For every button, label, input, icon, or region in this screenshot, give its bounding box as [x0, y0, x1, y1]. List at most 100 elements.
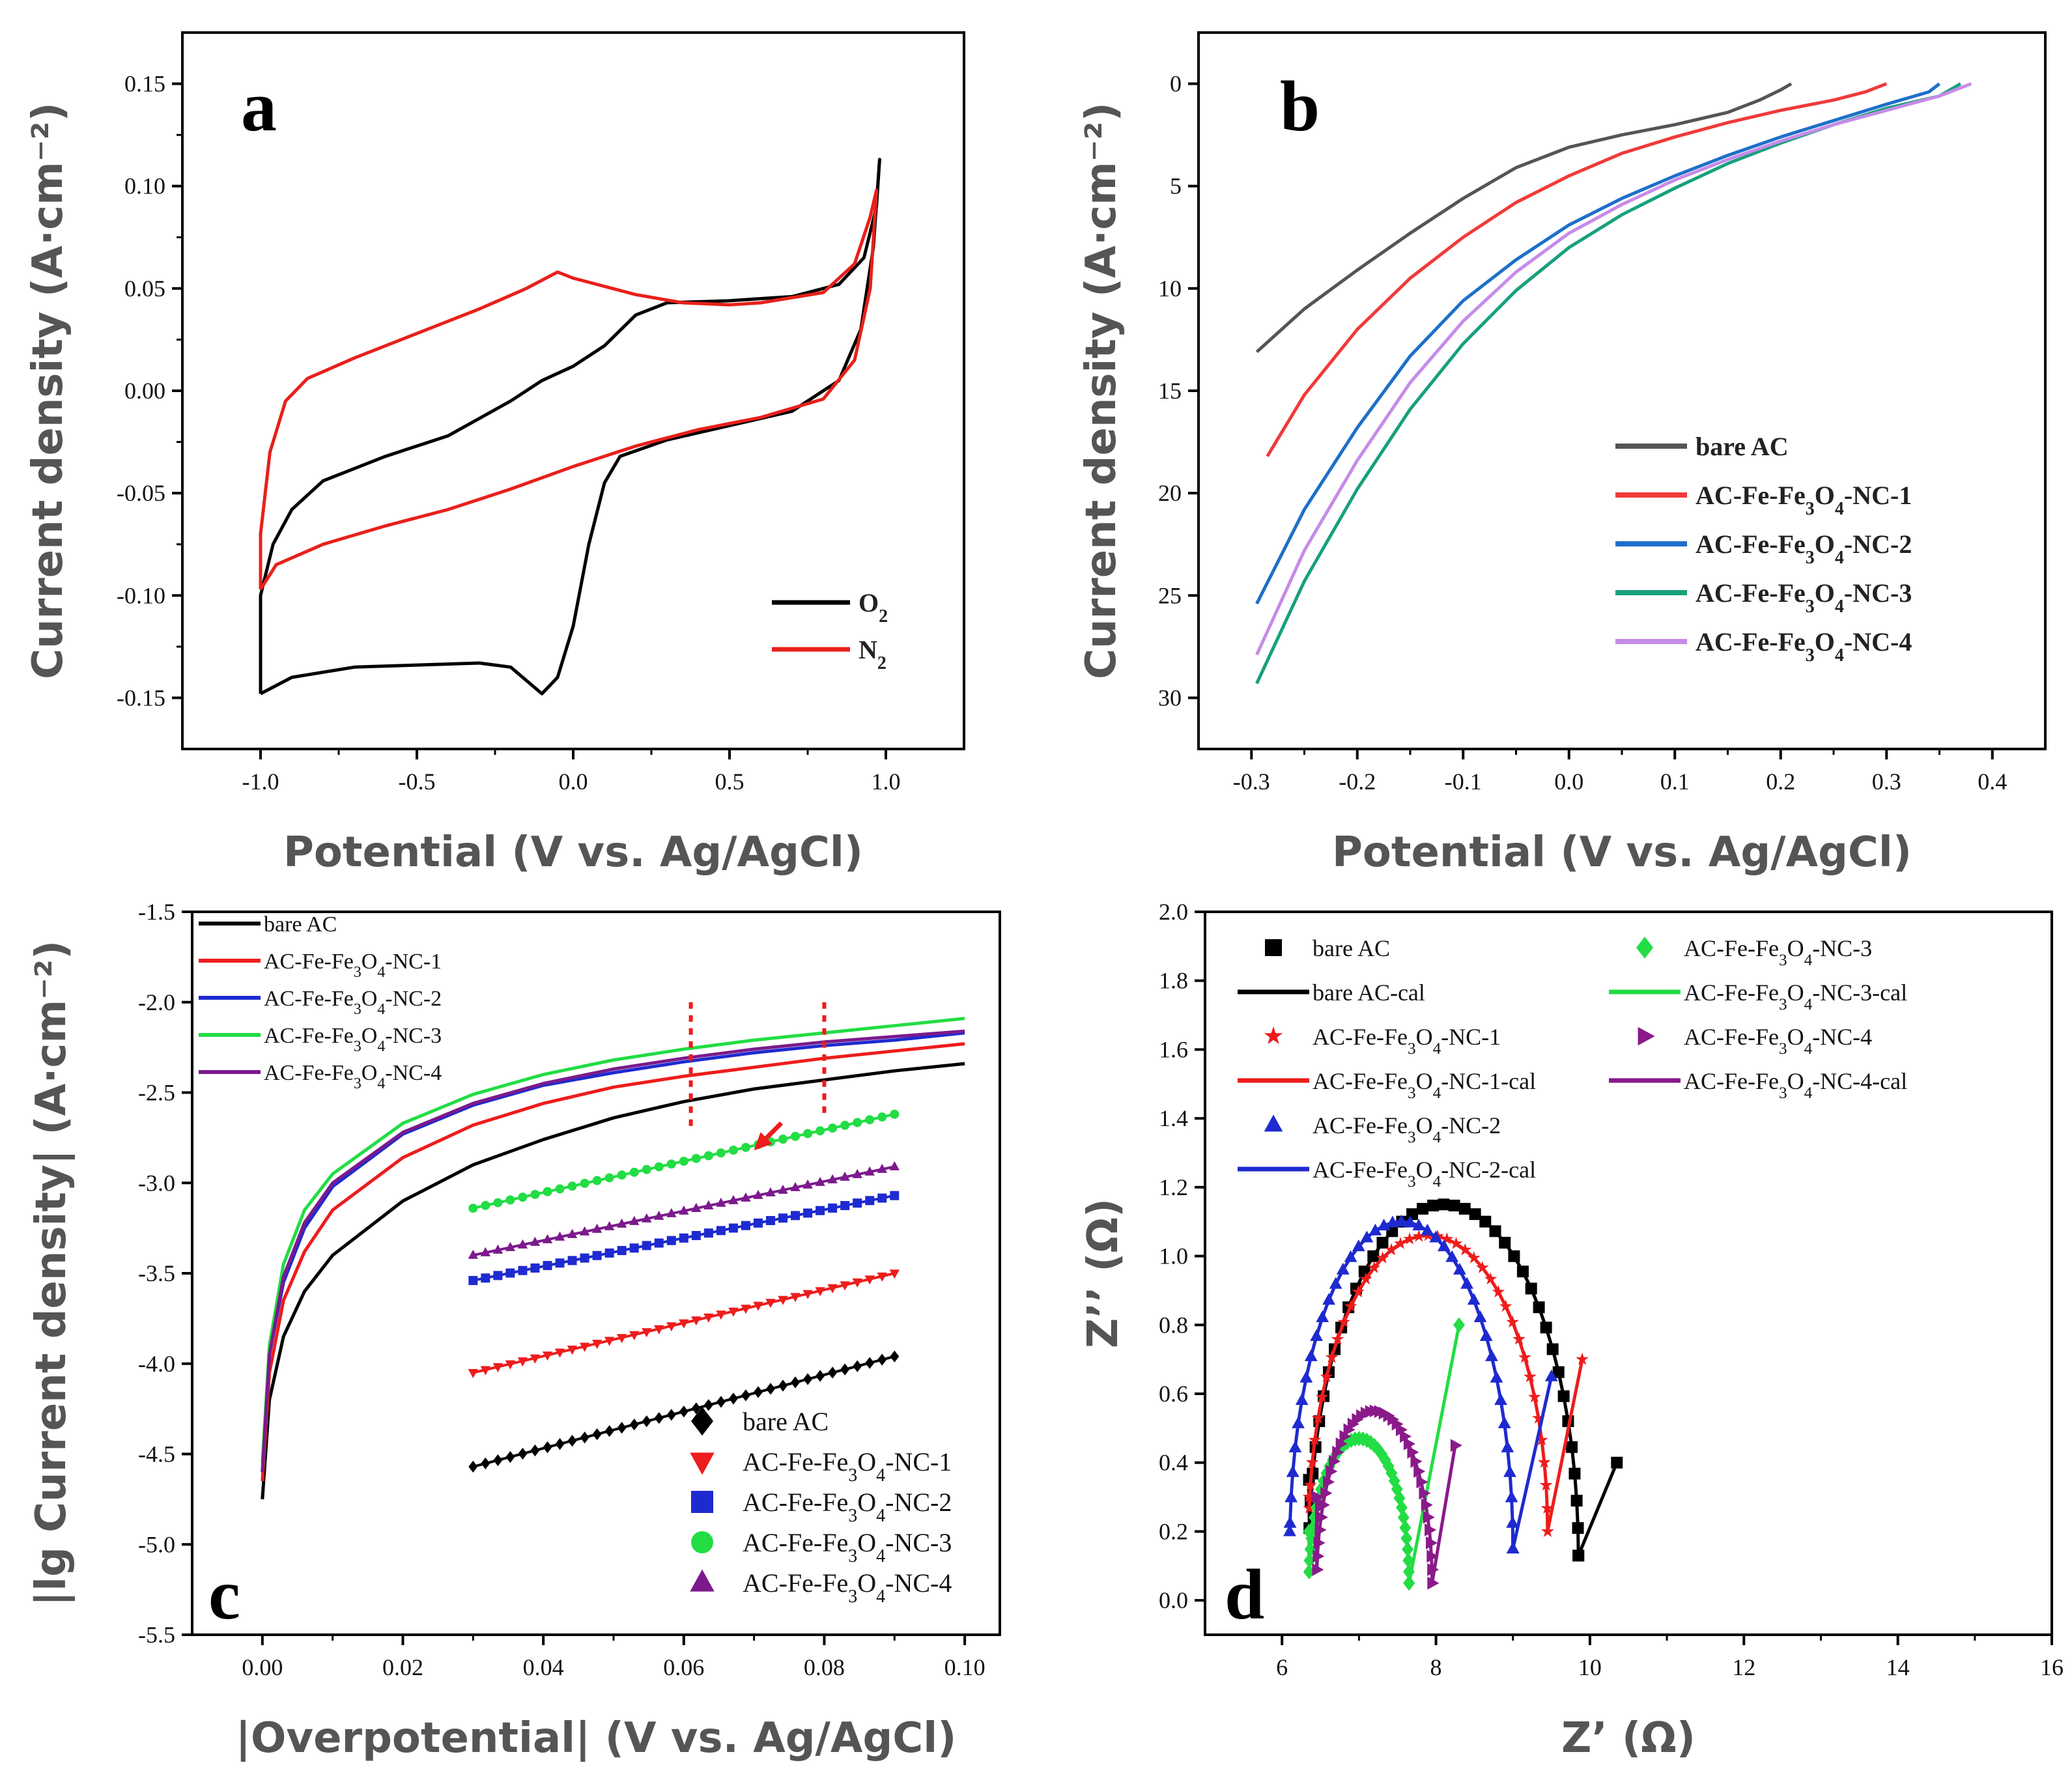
text-part: bare AC-cal: [1313, 980, 1425, 1006]
panel-d-marker: [1396, 1423, 1408, 1437]
3-ytick-label: 0.0: [1159, 1587, 1188, 1613]
panel-d-marker: [1544, 1369, 1558, 1381]
3-ticks: 6 8 10 12 14 16 0.0 0.2 0.4 0.6 0.8 1.0 1.2 1.4 1.6 1.8…: [1159, 899, 2064, 1680]
text-part: AC-Fe-Fe: [743, 1447, 848, 1476]
panel-d-series: [1283, 1198, 1623, 1591]
panel-d-marker: [1479, 1329, 1493, 1341]
panel-c-inset-legend-marker: [691, 1491, 713, 1513]
3-xtick-label: 10: [1578, 1654, 1602, 1680]
panel-b-line: [1255, 82, 1972, 656]
panel-d-marker: [1440, 1232, 1454, 1245]
panel-c-inset-marker: [580, 1253, 589, 1263]
panel-c-inset-marker: [493, 1454, 503, 1467]
panel-d-marker: [1412, 1229, 1426, 1242]
panel-a-letter: a: [241, 66, 277, 146]
panel-b-legend-label: AC-Fe-Fe3O4-NC-3: [1696, 578, 1912, 617]
panel-d-marker: [1453, 1317, 1465, 1333]
panel-c-inset-marker: [828, 1366, 838, 1379]
panel-d-legend-label: AC-Fe-Fe3O4-NC-3-cal: [1684, 980, 1907, 1013]
panel-d-marker: [1283, 1516, 1297, 1528]
panel-c-inset-legend-marker: [691, 1531, 713, 1553]
panel-c-inset-marker: [691, 1316, 702, 1326]
3-ytick-label: 2.0: [1159, 899, 1188, 925]
panel-c-inset-marker: [530, 1444, 540, 1457]
subscript: 3: [1806, 597, 1815, 617]
1-ytick-label: 10: [1158, 275, 1182, 302]
panel-d-marker: [1305, 1456, 1319, 1468]
panel-c-inset-marker: [828, 1203, 838, 1213]
panel-d-marker: [1320, 1486, 1333, 1500]
panel-d-marker: [1485, 1349, 1498, 1361]
panel-d-marker: [1473, 1310, 1487, 1322]
panel-c-legend-label: bare AC: [264, 912, 337, 937]
2-ytick-label: -3.5: [138, 1260, 175, 1286]
panel-b-xlabel: Potential (V vs. Ag/AgCl): [1332, 828, 1912, 877]
panel-d-legend-label: AC-Fe-Fe3O4-NC-2-cal: [1313, 1157, 1536, 1191]
subscript: 4: [1433, 1173, 1441, 1191]
panel-c-inset-marker: [728, 1145, 738, 1155]
3-ytick-label: 1.6: [1159, 1036, 1188, 1062]
panel-d-marker: [1312, 1563, 1324, 1576]
panel-c-inset-marker: [481, 1273, 490, 1283]
panel-d-marker: [1503, 1465, 1516, 1477]
panel-c-inset-marker: [877, 1163, 887, 1173]
3-xtick-label: 8: [1430, 1654, 1442, 1680]
0-ytick-label: 0.15: [124, 71, 165, 97]
subscript: 3: [1779, 1040, 1787, 1058]
panel-c-inset-marker: [877, 1112, 887, 1122]
panel-c-inset-marker: [567, 1228, 578, 1238]
0-ticks: -1.0 -0.5 0.0 0.5 1.0 0.15 0.10 0.05 0.00 -0.05 -0…: [117, 71, 901, 795]
panel-c-inset-marker: [679, 1319, 689, 1329]
panel-c-inset-marker: [889, 1161, 900, 1170]
panel-d-marker: [1407, 1445, 1419, 1459]
panel-d-marker: [1490, 1370, 1503, 1383]
panel-b-legend: bare ACAC-Fe-Fe3O4-NC-1AC-Fe-Fe3O4-NC-2A…: [1615, 432, 1912, 666]
panel-c-inset-legend-marker: [690, 1569, 715, 1592]
panel-c-inset-marker: [505, 1450, 515, 1463]
panel-d-marker: [1539, 1478, 1553, 1491]
text-part: -NC-2: [385, 987, 442, 1011]
panel-c-inset-marker: [505, 1360, 516, 1370]
panel-d-marker: [1546, 1343, 1559, 1355]
panel-d-marker: [1316, 1510, 1328, 1524]
panel-c-series: [261, 1017, 965, 1500]
panel-d-marker: [1427, 1576, 1440, 1590]
panel-c-inset-marker: [517, 1239, 528, 1249]
panel-d-marker: [1329, 1454, 1341, 1468]
panel-c-inset-marker: [666, 1208, 677, 1217]
panel-c-inset-marker: [468, 1249, 478, 1259]
panel-c-inset-marker: [741, 1389, 750, 1402]
panel-c-inset-marker: [555, 1258, 565, 1268]
panel-c-inset-marker: [741, 1142, 750, 1152]
text-part: AC-Fe-Fe: [1696, 578, 1806, 608]
3-xtick-label: 6: [1276, 1654, 1288, 1680]
panel-b-series: [1255, 82, 1972, 685]
panel-c-inset-marker: [840, 1201, 850, 1211]
panel-d-marker: [1469, 1208, 1481, 1221]
3-xtick-label: 14: [1886, 1654, 1910, 1680]
panel-c-inset-marker: [716, 1226, 726, 1236]
subscript: 4: [876, 1465, 885, 1486]
panel-b-legend-label: AC-Fe-Fe3O4-NC-2: [1696, 530, 1912, 568]
panel-c-inset-marker: [691, 1153, 701, 1163]
subscript: 3: [354, 1038, 362, 1055]
panel-d-marker: [1494, 1393, 1507, 1406]
0-xtick-label: -1.0: [242, 769, 279, 795]
panel-c-inset-marker: [493, 1271, 503, 1280]
panel-c-inset-marker: [580, 1178, 589, 1188]
panel-d-legend-marker: [1265, 939, 1282, 956]
subscript: 3: [1408, 1173, 1416, 1191]
panel-d-marker: [1450, 1439, 1462, 1452]
text-part: -NC-4: [1812, 1024, 1872, 1050]
panel-d-marker: [1516, 1265, 1529, 1278]
panel-c-inset-marker: [852, 1168, 862, 1178]
text-part: O: [362, 1024, 378, 1048]
panel-c-inset-marker: [567, 1256, 577, 1265]
text-part: AC-Fe-Fe: [1684, 980, 1779, 1006]
panel-c-inset-marker: [592, 1250, 602, 1260]
panel-b-legend-label: AC-Fe-Fe3O4-NC-4: [1696, 627, 1912, 666]
panel-d-marker: [1402, 1564, 1415, 1579]
panel-c-legend-label: AC-Fe-Fe3O4-NC-3: [264, 1024, 442, 1055]
0-ytick-label: -0.10: [117, 582, 165, 608]
